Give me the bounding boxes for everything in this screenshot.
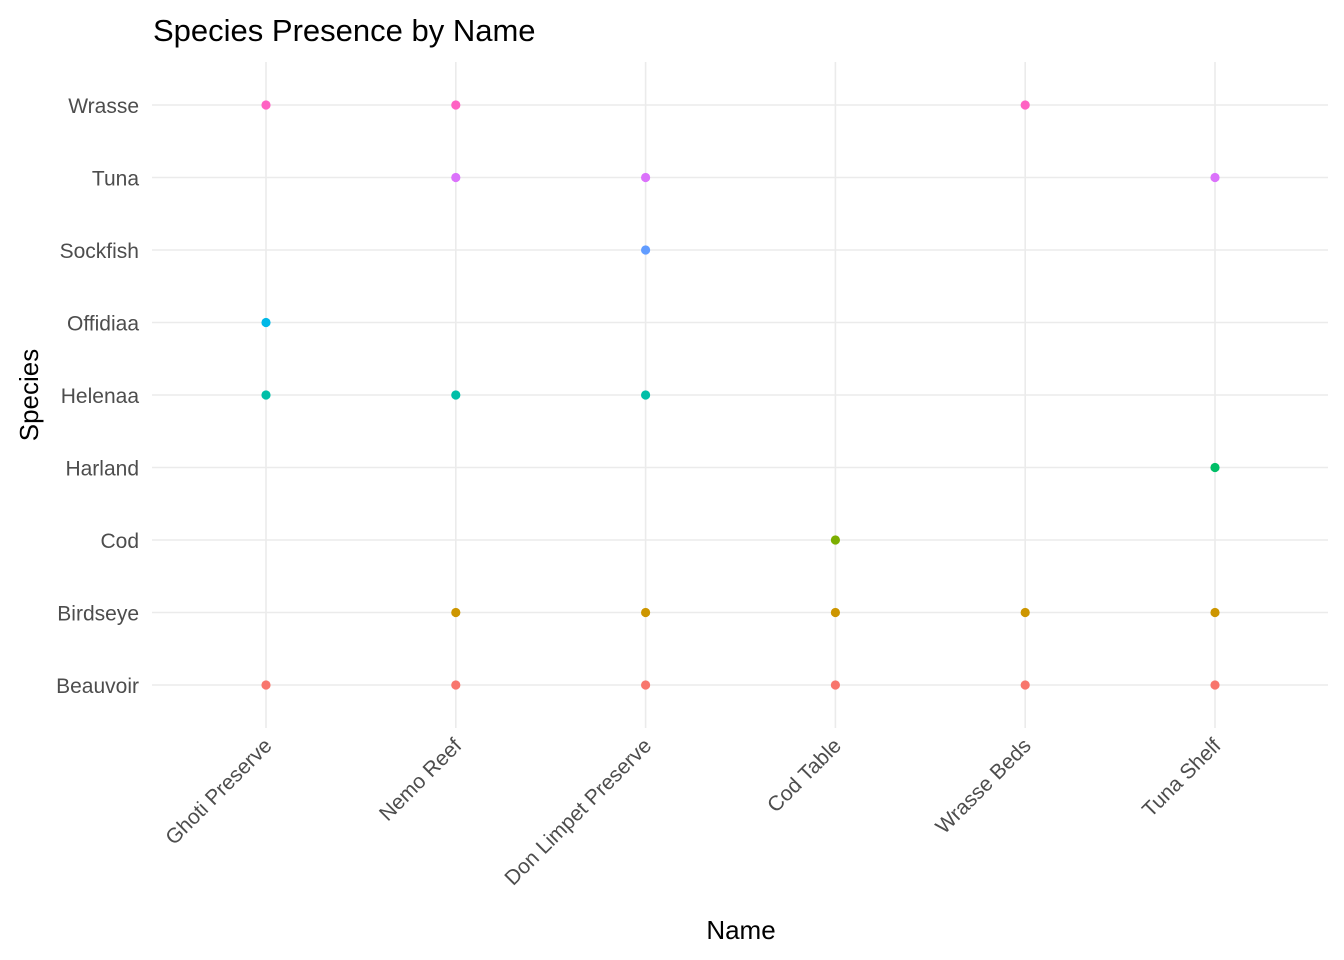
- point-don-limpet-preserve-beauvoir: [641, 680, 651, 690]
- point-don-limpet-preserve-birdseye: [641, 607, 651, 618]
- x-tick-label-wrasse-beds: Wrasse Beds: [931, 734, 1035, 838]
- point-cod-table-cod: [830, 535, 841, 545]
- x-axis-title: Name: [706, 915, 775, 945]
- point-nemo-reef-tuna: [451, 172, 461, 183]
- point-nemo-reef-beauvoir: [451, 680, 461, 690]
- chart-title: Species Presence by Name: [153, 13, 536, 48]
- y-tick-label-helenaa: Helenaa: [61, 385, 140, 408]
- y-tick-label-wrasse: Wrasse: [68, 95, 139, 118]
- y-tick-label-sockfish: Sockfish: [60, 240, 139, 263]
- point-tuna-shelf-beauvoir: [1210, 680, 1220, 690]
- x-tick-labels: Ghoti Preserve Nemo Reef Don Limpet Preser…: [161, 734, 1225, 890]
- x-tick-label-cod-table: Cod Table: [763, 734, 846, 817]
- point-cod-table-birdseye: [830, 607, 841, 618]
- point-wrasse-beds-beauvoir: [1020, 680, 1030, 690]
- point-nemo-reef-birdseye: [451, 607, 461, 618]
- points-layer: [261, 100, 1220, 690]
- y-tick-label-offidiaa: Offidiaa: [67, 313, 139, 336]
- y-tick-label-beauvoir: Beauvoir: [56, 675, 139, 698]
- grid-layer: [152, 62, 1328, 728]
- point-don-limpet-preserve-sockfish: [641, 245, 651, 255]
- point-ghoti-preserve-offidiaa: [261, 317, 271, 328]
- x-tick-label-nemo-reef: Nemo Reef: [375, 734, 466, 825]
- y-tick-label-cod: Cod: [100, 530, 139, 553]
- y-tick-label-birdseye: Birdseye: [57, 603, 139, 626]
- point-ghoti-preserve-beauvoir: [261, 680, 271, 690]
- point-don-limpet-preserve-tuna: [641, 172, 651, 183]
- x-tick-label-don-limpet-preserve: Don Limpet Preserve: [500, 734, 656, 890]
- point-don-limpet-preserve-helenaa: [641, 390, 651, 400]
- x-tick-label-ghoti-preserve: Ghoti Preserve: [161, 734, 276, 849]
- x-tick-label-tuna-shelf: Tuna Shelf: [1138, 734, 1226, 822]
- y-axis-title: Species: [14, 349, 44, 442]
- point-tuna-shelf-birdseye: [1210, 607, 1220, 618]
- point-tuna-shelf-harland: [1210, 462, 1220, 473]
- y-tick-label-harland: Harland: [65, 458, 139, 481]
- point-wrasse-beds-wrasse: [1020, 100, 1030, 110]
- point-tuna-shelf-tuna: [1210, 172, 1220, 183]
- point-nemo-reef-helenaa: [451, 390, 461, 400]
- point-nemo-reef-wrasse: [451, 100, 461, 110]
- point-cod-table-beauvoir: [830, 680, 841, 690]
- point-ghoti-preserve-wrasse: [261, 100, 271, 110]
- y-tick-labels: Beauvoir Birdseye Cod Harland Helenaa Offidia…: [56, 95, 139, 698]
- point-wrasse-beds-birdseye: [1020, 607, 1030, 618]
- point-ghoti-preserve-helenaa: [261, 390, 271, 400]
- y-tick-label-tuna: Tuna: [92, 168, 139, 191]
